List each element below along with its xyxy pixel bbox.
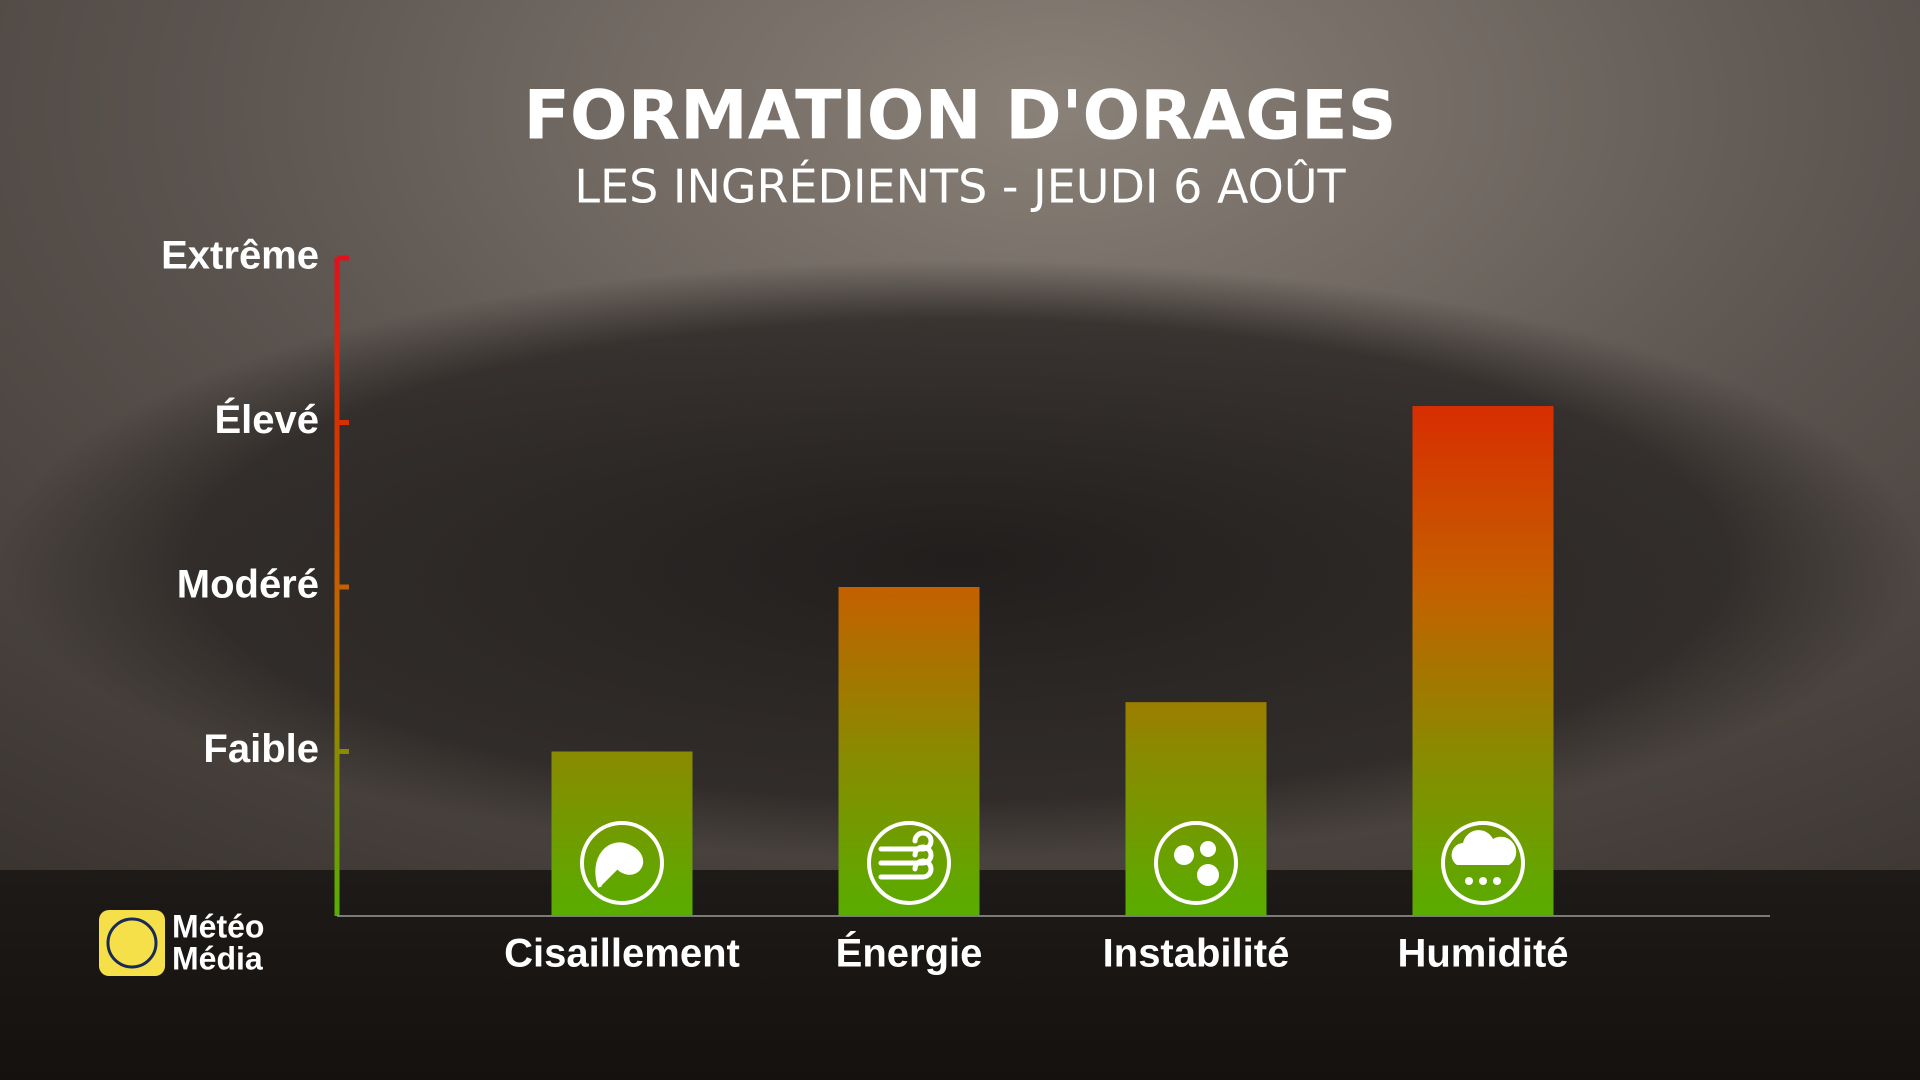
chart-subtitle: LES INGRÉDIENTS - JEUDI 6 AOÛT — [574, 159, 1346, 214]
x-tick-label: Cisaillement — [504, 932, 740, 976]
icon-drop — [1493, 877, 1501, 885]
bar-icon — [867, 821, 951, 905]
icon-ring — [1441, 821, 1525, 905]
icon-ring — [867, 821, 951, 905]
bar — [838, 587, 980, 916]
logo-globe — [106, 917, 158, 969]
icon-dot — [1197, 864, 1219, 886]
icon-drop — [1479, 877, 1487, 885]
x-tick-label: Énergie — [836, 931, 983, 976]
bar — [1125, 702, 1267, 916]
logo-text: Média — [172, 940, 263, 976]
chart-title: FORMATION D'ORAGES — [523, 77, 1396, 156]
bar-icon — [1441, 821, 1525, 905]
x-tick-label: Humidité — [1397, 932, 1568, 976]
logo: Météo Média — [99, 908, 264, 976]
y-tick-label: Élevé — [214, 397, 319, 442]
icon-drop — [1465, 877, 1473, 885]
y-tick-label: Extrême — [161, 234, 319, 278]
icon-swirl — [595, 842, 644, 888]
y-tick-label: Faible — [203, 727, 319, 771]
icon-ring — [580, 821, 664, 905]
icon-cloud — [1451, 830, 1517, 865]
icon-dot — [1200, 841, 1216, 857]
icon-wind — [878, 858, 934, 880]
logo-text: Météo — [172, 908, 264, 944]
bar-icon — [580, 821, 664, 905]
x-tick-label: Instabilité — [1103, 932, 1290, 976]
icon-dot — [1174, 845, 1194, 865]
bar — [551, 751, 693, 916]
y-tick-label: Modéré — [177, 563, 319, 607]
icon-ring — [1154, 821, 1238, 905]
bar-icon — [1154, 821, 1238, 905]
